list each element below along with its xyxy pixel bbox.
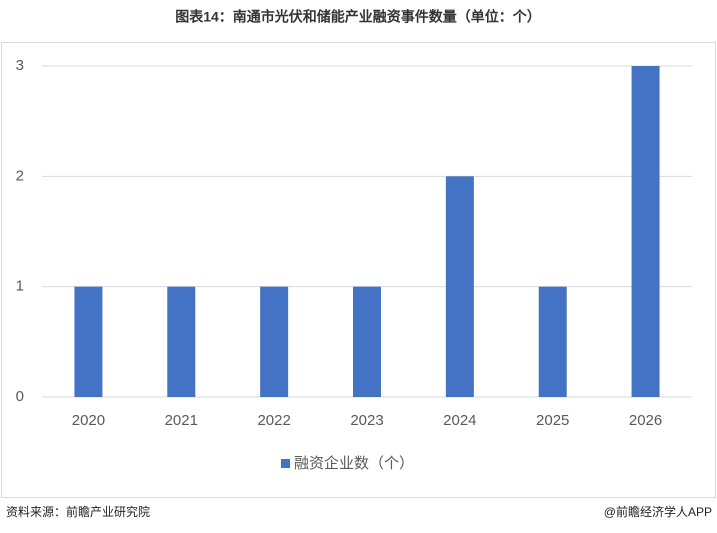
x-tick-label: 2023 bbox=[350, 412, 383, 429]
x-tick-label: 2022 bbox=[257, 412, 290, 429]
bar bbox=[260, 286, 289, 397]
y-tick-label: 0 bbox=[16, 388, 24, 405]
source: 资料来源：前瞻产业研究院 bbox=[6, 504, 150, 519]
chart-frame bbox=[1, 42, 716, 498]
bar bbox=[538, 286, 567, 397]
y-tick-label: 2 bbox=[16, 167, 24, 184]
bar bbox=[353, 286, 381, 397]
chart-title: 图表14：南通市光伏和储能产业融资事件数量（单位：个） bbox=[175, 9, 541, 25]
x-tick-label: 2021 bbox=[165, 412, 198, 429]
y-tick-label: 1 bbox=[16, 278, 24, 295]
x-tick-label: 2025 bbox=[536, 412, 569, 429]
legend-label: 融资企业数（个） bbox=[294, 454, 414, 472]
y-tick-label: 3 bbox=[16, 57, 24, 74]
credit: @前瞻经济学人APP bbox=[604, 504, 712, 519]
bar bbox=[74, 286, 103, 397]
x-tick-label: 2020 bbox=[72, 412, 105, 429]
bar bbox=[445, 176, 474, 397]
bar bbox=[631, 66, 660, 397]
x-tick-label: 2024 bbox=[443, 412, 476, 429]
bar bbox=[167, 286, 196, 397]
x-tick-label: 2026 bbox=[629, 412, 662, 429]
legend-swatch bbox=[281, 459, 290, 468]
